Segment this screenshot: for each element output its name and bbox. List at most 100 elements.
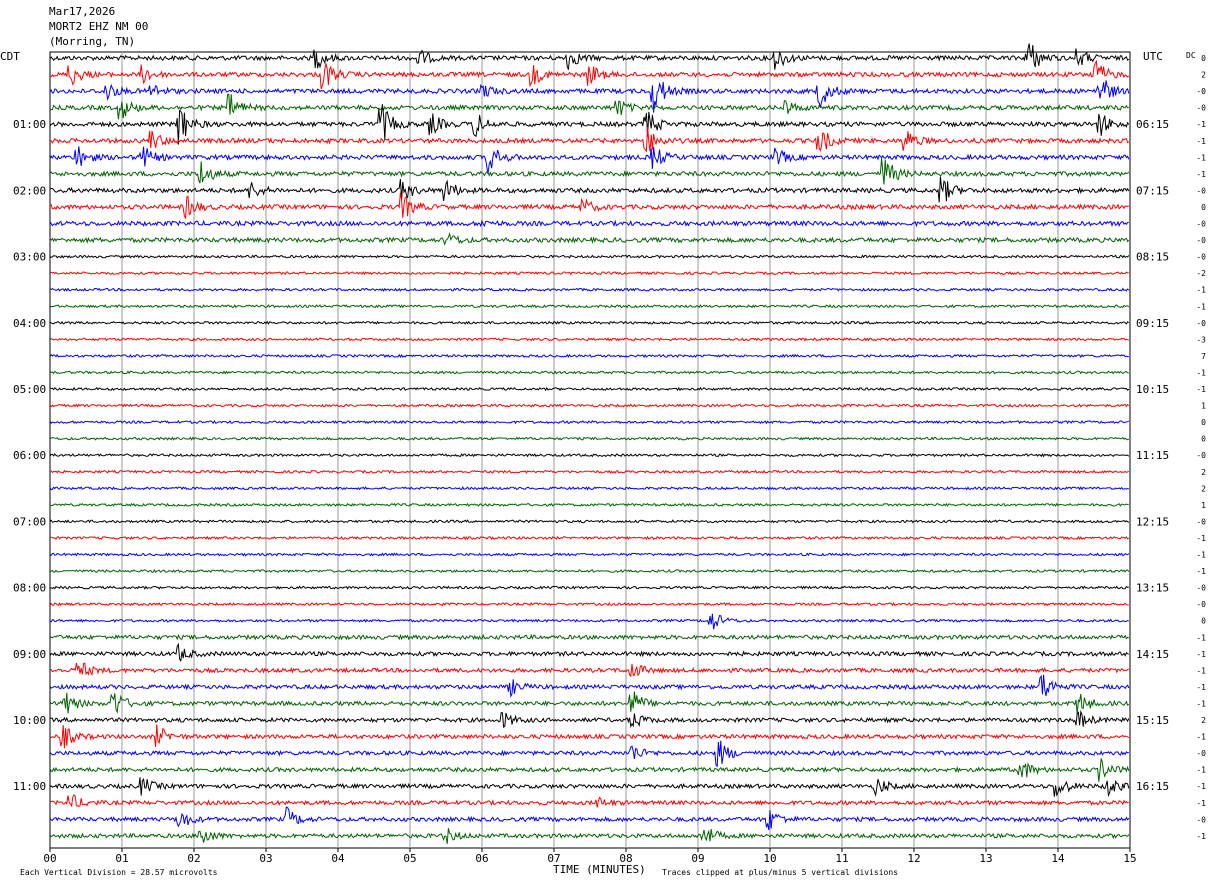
station-label: MORT2 EHZ NM 00: [49, 20, 148, 33]
dc-offset-label: -1: [1196, 683, 1206, 692]
dc-offset-label: 2: [1201, 71, 1206, 80]
dc-offset-label: -1: [1196, 782, 1206, 791]
x-tick-label: 05: [403, 852, 416, 865]
trace-line: [49, 724, 1130, 749]
left-hour-label: 01:00: [13, 118, 46, 131]
trace-line: [49, 469, 1129, 474]
left-hour-label: 05:00: [13, 383, 46, 396]
right-hour-labels: 06:15 07:15 08:15 09:15 10:15 11:15 12:15 13:15…: [1136, 118, 1169, 793]
dc-offset-label: -1: [1196, 153, 1206, 162]
dc-offset-label: -0: [1196, 104, 1206, 113]
dc-offset-label: -3: [1196, 335, 1206, 344]
x-tick-label: 15: [1123, 852, 1136, 865]
trace-line: [49, 758, 1130, 782]
x-tick-label: 13: [979, 852, 992, 865]
left-hour-label: 03:00: [13, 251, 46, 264]
right-hour-label: 12:15: [1136, 515, 1169, 528]
trace-line: [49, 453, 1130, 458]
trace-line: [49, 642, 1129, 663]
left-hour-label: 10:00: [13, 714, 46, 727]
trace-line: [49, 662, 1130, 678]
dc-offset-label: -1: [1196, 633, 1206, 642]
dc-offset-label: -1: [1196, 567, 1206, 576]
x-tick-label: 10: [763, 852, 776, 865]
trace-line: [49, 231, 1130, 246]
trace-line: [49, 93, 1129, 120]
trace-line: [49, 519, 1130, 524]
trace-line: [49, 176, 1130, 203]
trace-line: [49, 633, 1130, 641]
trace-line: [49, 806, 1130, 831]
x-tick-label: 00: [43, 852, 56, 865]
trace-line: [49, 126, 1130, 153]
trace-line: [49, 370, 1129, 375]
dc-offset-label: -1: [1196, 799, 1206, 808]
dc-offset-label: -0: [1196, 319, 1206, 328]
trace-line: [49, 613, 1129, 630]
dc-offset-label: 1: [1201, 501, 1206, 510]
dc-offset-label: 2: [1201, 468, 1206, 477]
left-hour-labels: 01:00 02:00 03:00 04:00 05:00 06:00 07:00 08:00…: [13, 118, 46, 793]
x-axis-ticks: 00 01 02 03 04 05 06 07 08 09 10 11 12 13 14 15: [43, 848, 1137, 865]
trace-line: [49, 146, 1130, 175]
dc-offset-label: -0: [1196, 584, 1206, 593]
dc-offset-label: -0: [1196, 220, 1206, 229]
dc-offset-label: -1: [1196, 534, 1206, 543]
x-tick-label: 14: [1051, 852, 1065, 865]
dc-offset-label: 0: [1201, 418, 1206, 427]
dc-offset-label: -1: [1196, 650, 1206, 659]
x-tick-label: 12: [907, 852, 920, 865]
x-tick-label: 06: [475, 852, 488, 865]
right-hour-label: 07:15: [1136, 184, 1169, 197]
left-hour-label: 02:00: [13, 184, 46, 197]
left-hour-label: 11:00: [13, 780, 46, 793]
date-label: Mar17,2026: [49, 5, 115, 18]
trace-line: [49, 568, 1130, 574]
trace-line: [50, 386, 1130, 392]
dc-offset-label: 1: [1201, 402, 1206, 411]
trace-line: [49, 219, 1129, 228]
trace-line: [49, 104, 1130, 145]
dc-offset-label: -1: [1196, 666, 1206, 675]
clip-note: Traces clipped at plus/minus 5 vertical …: [662, 868, 898, 877]
trace-line: [49, 43, 1130, 70]
trace-line: [49, 709, 1130, 729]
right-hour-label: 16:15: [1136, 780, 1169, 793]
dc-offset-label: 2: [1201, 716, 1206, 725]
dc-offset-label: 2: [1201, 484, 1206, 493]
right-hour-label: 13:15: [1136, 582, 1169, 595]
trace-line: [49, 192, 1130, 220]
x-axis-title: TIME (MINUTES): [553, 863, 646, 876]
dc-offset-label: 0: [1201, 617, 1206, 626]
trace-line: [49, 304, 1130, 309]
x-tick-label: 03: [259, 852, 272, 865]
right-hour-label: 10:15: [1136, 383, 1169, 396]
dc-offset-label: -0: [1196, 451, 1206, 460]
seismic-traces: [49, 43, 1130, 844]
dc-offset-label: 7: [1201, 352, 1206, 361]
left-hour-label: 04:00: [13, 317, 46, 330]
dc-offset-label: -0: [1196, 186, 1206, 195]
dc-offset-label: -1: [1196, 137, 1206, 146]
trace-line: [49, 674, 1130, 698]
dc-offset-label: -0: [1196, 749, 1206, 758]
dc-offset-label: -1: [1196, 733, 1206, 742]
left-hour-label: 07:00: [13, 515, 46, 528]
right-hour-label: 11:15: [1136, 449, 1169, 462]
dc-offset-label: -0: [1196, 517, 1206, 526]
x-tick-label: 11: [835, 852, 848, 865]
dc-offset-label: -0: [1196, 253, 1206, 262]
dc-offset-label: -1: [1196, 832, 1206, 841]
scale-note: Each Vertical Division = 28.57 microvolt…: [20, 868, 218, 877]
x-tick-label: 04: [331, 852, 345, 865]
trace-line: [49, 794, 1129, 808]
trace-line: [49, 270, 1129, 276]
right-hour-label: 08:15: [1136, 251, 1169, 264]
trace-line: [50, 535, 1130, 541]
dc-offset-label: -0: [1196, 236, 1206, 245]
left-timezone-label: CDT: [0, 50, 20, 63]
trace-line: [49, 337, 1129, 342]
right-hour-label: 06:15: [1136, 118, 1169, 131]
left-hour-label: 06:00: [13, 449, 46, 462]
dc-offset-label: -1: [1196, 385, 1206, 394]
